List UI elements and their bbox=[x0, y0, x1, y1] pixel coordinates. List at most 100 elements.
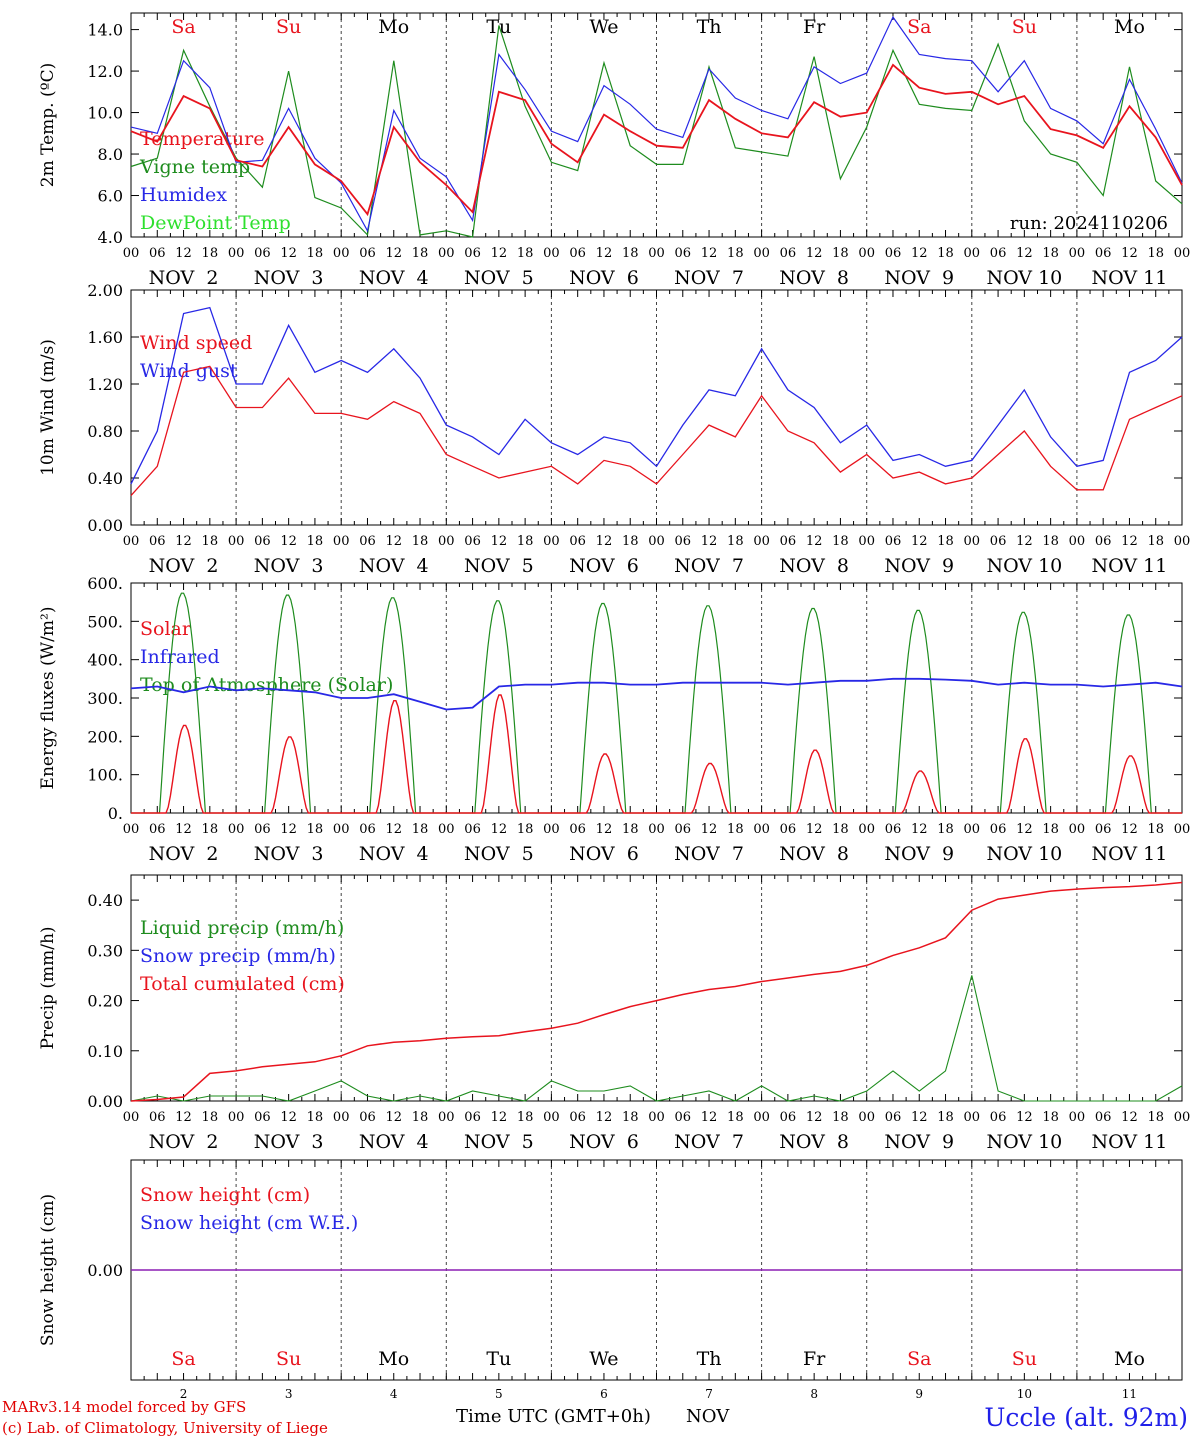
hour-label: 06 bbox=[464, 246, 481, 261]
series-line-vigne-temp bbox=[130, 25, 1183, 238]
hour-label: 12 bbox=[385, 1110, 402, 1125]
hour-label: 00 bbox=[964, 1110, 981, 1125]
day-of-week-label: Mo bbox=[1114, 1348, 1145, 1370]
hour-label: 00 bbox=[333, 822, 350, 837]
date-label: NOV 3 bbox=[254, 267, 324, 289]
hour-label: 12 bbox=[911, 822, 928, 837]
series-line-solar bbox=[131, 694, 1182, 814]
hour-label: 00 bbox=[1174, 822, 1191, 837]
hour-label: 18 bbox=[1147, 822, 1164, 837]
y-axis-label: Snow height (cm) bbox=[38, 1194, 58, 1346]
hour-label: 12 bbox=[491, 246, 508, 261]
hour-label: 12 bbox=[806, 246, 823, 261]
hour-label: 00 bbox=[123, 822, 140, 837]
day-number-label: 2 bbox=[180, 1387, 188, 1401]
hour-label: 06 bbox=[780, 534, 797, 549]
hour-label: 00 bbox=[543, 822, 560, 837]
hour-label: 12 bbox=[280, 822, 297, 837]
hour-label: 12 bbox=[1121, 822, 1138, 837]
hour-label: 00 bbox=[438, 822, 455, 837]
hour-label: 06 bbox=[359, 1110, 376, 1125]
date-label: NOV 11 bbox=[1092, 843, 1168, 865]
hour-label: 12 bbox=[175, 246, 192, 261]
y-tick-label: 0.40 bbox=[87, 891, 123, 910]
date-label: NOV 7 bbox=[674, 555, 744, 577]
hour-label: 00 bbox=[228, 246, 245, 261]
series-line-wind-speed bbox=[130, 365, 1183, 497]
hour-label: 18 bbox=[202, 534, 219, 549]
hour-label: 00 bbox=[123, 246, 140, 261]
hour-label: 18 bbox=[832, 1110, 849, 1125]
legend-entry: Snow precip (mm/h) bbox=[140, 945, 336, 967]
hour-label: 06 bbox=[675, 246, 692, 261]
day-of-week-label: Sa bbox=[907, 16, 931, 38]
hour-label: 06 bbox=[780, 246, 797, 261]
y-tick-label: 300. bbox=[87, 689, 123, 708]
hour-label: 06 bbox=[885, 246, 902, 261]
legend-entry: Temperature bbox=[140, 128, 264, 150]
hour-label: 18 bbox=[412, 534, 429, 549]
y-axis-label: 2m Temp. (ºC) bbox=[38, 63, 58, 188]
y-tick-label: 500. bbox=[87, 612, 123, 631]
hour-label: 18 bbox=[1042, 246, 1059, 261]
hour-label: 12 bbox=[385, 246, 402, 261]
date-label: NOV 11 bbox=[1092, 555, 1168, 577]
day-number-label: 11 bbox=[1122, 1387, 1137, 1401]
hour-label: 00 bbox=[543, 534, 560, 549]
hour-label: 18 bbox=[202, 246, 219, 261]
hour-label: 18 bbox=[307, 1110, 324, 1125]
y-tick-label: 6.0 bbox=[98, 187, 123, 206]
day-of-week-label: Sa bbox=[171, 16, 195, 38]
credit-line-model: MARv3.14 model forced by GFS bbox=[2, 1398, 247, 1416]
hour-label: 00 bbox=[123, 1110, 140, 1125]
hour-label: 18 bbox=[307, 246, 324, 261]
hour-label: 18 bbox=[622, 246, 639, 261]
date-label: NOV 10 bbox=[986, 1131, 1062, 1153]
hour-label: 18 bbox=[622, 822, 639, 837]
hour-label: 12 bbox=[280, 246, 297, 261]
hour-label: 00 bbox=[543, 246, 560, 261]
hour-label: 00 bbox=[753, 822, 770, 837]
date-label: NOV 10 bbox=[986, 555, 1062, 577]
date-label: NOV 11 bbox=[1092, 267, 1168, 289]
y-tick-label: 4.0 bbox=[98, 228, 123, 247]
hour-label: 00 bbox=[1174, 1110, 1191, 1125]
hour-label: 18 bbox=[1147, 246, 1164, 261]
hour-label: 12 bbox=[701, 1110, 718, 1125]
date-label: NOV 2 bbox=[149, 555, 219, 577]
hour-label: 06 bbox=[885, 534, 902, 549]
date-label: NOV 5 bbox=[464, 1131, 534, 1153]
hour-label: 06 bbox=[569, 1110, 586, 1125]
hour-label: 06 bbox=[569, 246, 586, 261]
hour-label: 00 bbox=[228, 1110, 245, 1125]
series-line-wind-gust bbox=[130, 306, 1183, 485]
date-label: NOV 9 bbox=[884, 843, 954, 865]
hour-label: 12 bbox=[596, 822, 613, 837]
day-number-label: 10 bbox=[1017, 1387, 1032, 1401]
hour-label: 06 bbox=[885, 822, 902, 837]
hour-label: 12 bbox=[491, 822, 508, 837]
hour-label: 00 bbox=[858, 822, 875, 837]
hour-label: 00 bbox=[123, 534, 140, 549]
hour-label: 06 bbox=[464, 534, 481, 549]
day-number-label: 4 bbox=[390, 1387, 398, 1401]
hour-label: 06 bbox=[254, 246, 271, 261]
day-of-week-label: Su bbox=[1012, 1348, 1037, 1370]
hour-label: 00 bbox=[648, 246, 665, 261]
y-tick-label: 1.20 bbox=[87, 375, 123, 394]
hour-label: 12 bbox=[596, 246, 613, 261]
hour-label: 18 bbox=[517, 534, 534, 549]
date-label: NOV 9 bbox=[884, 267, 954, 289]
hour-label: 06 bbox=[885, 1110, 902, 1125]
date-label: NOV 2 bbox=[149, 1131, 219, 1153]
hour-label: 00 bbox=[964, 246, 981, 261]
hour-label: 06 bbox=[464, 1110, 481, 1125]
hour-label: 06 bbox=[1095, 534, 1112, 549]
date-label: NOV 9 bbox=[884, 1131, 954, 1153]
hour-label: 18 bbox=[937, 246, 954, 261]
y-axis-label: Energy fluxes (W/m²) bbox=[38, 607, 58, 790]
hour-label: 06 bbox=[149, 534, 166, 549]
hour-label: 12 bbox=[175, 534, 192, 549]
series-line-liquid-precip bbox=[130, 975, 1183, 1102]
legend-entry: Humidex bbox=[140, 184, 227, 206]
